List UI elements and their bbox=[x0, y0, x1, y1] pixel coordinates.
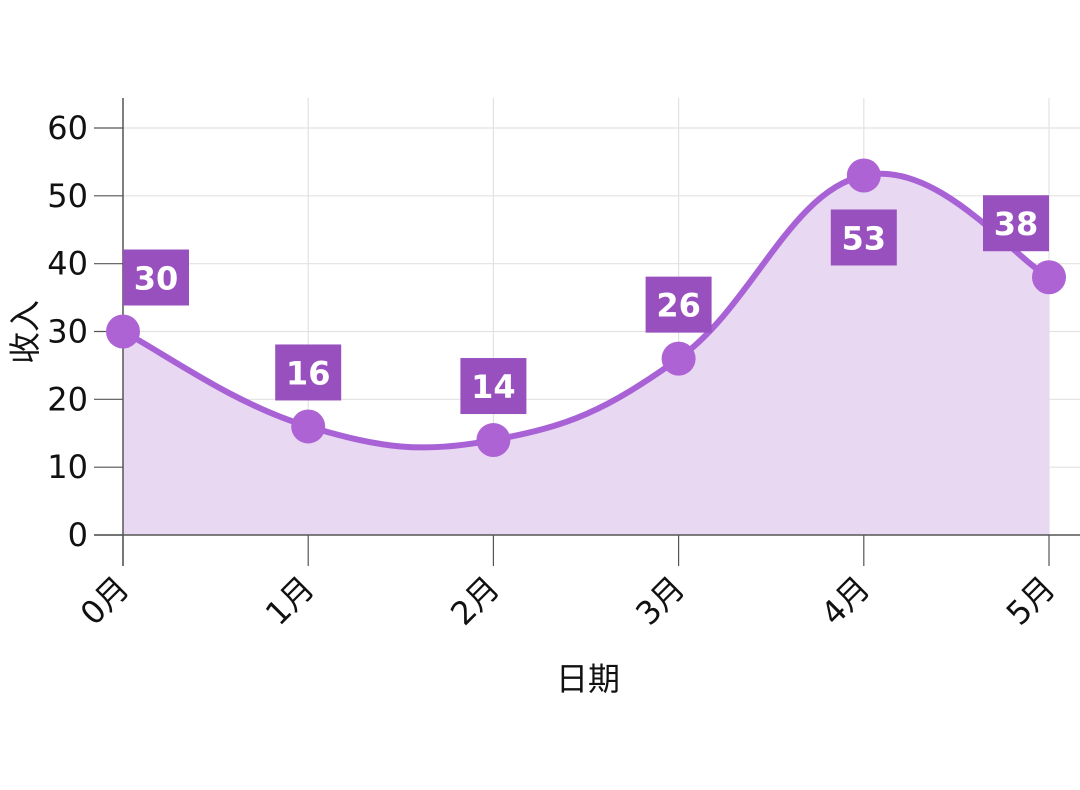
data-label: 53 bbox=[830, 209, 897, 266]
data-label: 16 bbox=[275, 344, 342, 401]
data-point bbox=[1032, 260, 1066, 295]
markers bbox=[106, 158, 1066, 458]
data-point bbox=[476, 423, 511, 458]
data-point bbox=[846, 158, 881, 193]
y-tick-label: 20 bbox=[47, 380, 88, 418]
y-tick-label: 30 bbox=[47, 313, 88, 351]
x-tick-label: 0月 bbox=[73, 569, 137, 633]
data-label: 38 bbox=[983, 195, 1049, 252]
x-tick-label: 4月 bbox=[814, 569, 878, 633]
data-label-text: 38 bbox=[994, 205, 1039, 243]
data-label-text: 30 bbox=[134, 260, 179, 298]
data-label-text: 16 bbox=[286, 354, 331, 392]
data-label-box bbox=[460, 358, 527, 415]
series-line bbox=[121, 170, 1051, 451]
y-tick-label: 60 bbox=[47, 109, 88, 147]
y-axis-title: 收入 bbox=[6, 300, 44, 364]
x-tick-label: 5月 bbox=[999, 569, 1063, 633]
y-tick-label: 0 bbox=[68, 516, 88, 554]
data-label: 26 bbox=[645, 276, 712, 333]
y-tick-label: 10 bbox=[47, 448, 88, 486]
x-tick-label: 3月 bbox=[628, 569, 692, 633]
data-labels: 30 16 14 26 53 38 bbox=[123, 195, 1049, 415]
data-label-box bbox=[645, 276, 712, 333]
y-tick-label: 50 bbox=[47, 177, 88, 215]
data-label: 14 bbox=[460, 358, 527, 415]
data-point bbox=[661, 341, 696, 376]
data-label-text: 14 bbox=[471, 368, 516, 406]
data-label-box bbox=[983, 195, 1049, 252]
data-label-box bbox=[830, 209, 897, 266]
area-fill bbox=[123, 173, 1049, 535]
data-label-box bbox=[275, 344, 342, 401]
x-tick-label: 2月 bbox=[443, 569, 507, 633]
x-tick-label: 1月 bbox=[258, 569, 322, 633]
data-point bbox=[106, 314, 140, 349]
data-label-text: 26 bbox=[656, 287, 701, 325]
y-tick-label: 40 bbox=[47, 245, 88, 283]
data-label: 30 bbox=[123, 249, 189, 306]
data-label-text: 53 bbox=[842, 219, 887, 257]
x-axis-title: 日期 bbox=[556, 660, 620, 698]
data-label-box bbox=[123, 249, 189, 306]
data-point bbox=[291, 409, 326, 444]
